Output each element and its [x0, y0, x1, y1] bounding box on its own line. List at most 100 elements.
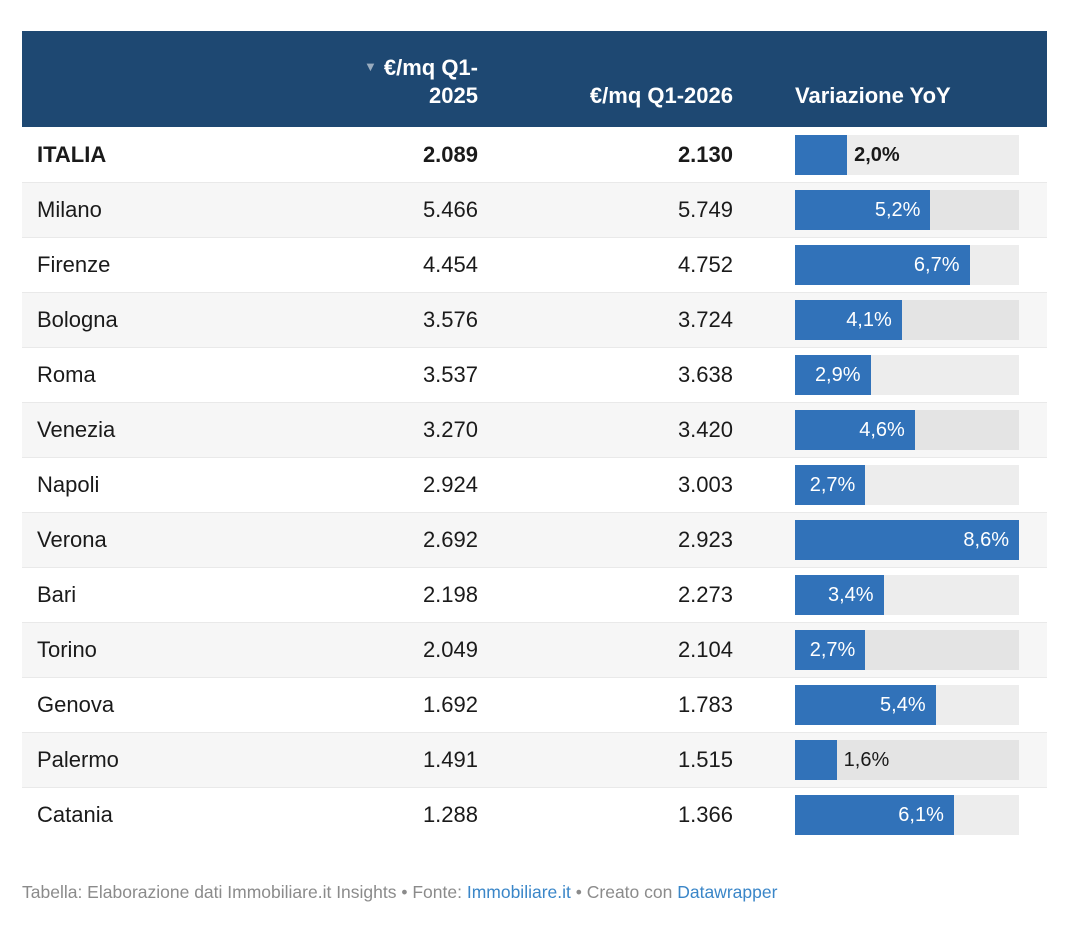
price-q1-2025: 2.198: [422, 582, 478, 607]
yoy-bar-track: 2,7%: [795, 465, 1019, 505]
yoy-bar-cell: 2,9%: [733, 355, 1047, 395]
sort-desc-icon: ▼: [363, 59, 377, 74]
yoy-bar-label: 2,9%: [814, 364, 861, 386]
yoy-bar-cell: 4,6%: [733, 410, 1047, 450]
price-q1-2026: 3.420: [677, 417, 733, 442]
price-q1-2026: 3.724: [677, 307, 733, 332]
price-q1-2025: 2.692: [422, 527, 478, 552]
yoy-bar-fill: 5,4%: [795, 685, 936, 725]
yoy-bar-track: 2,9%: [795, 355, 1019, 395]
yoy-bar-track: 2,7%: [795, 630, 1019, 670]
table-row: Roma 3.537 3.638 2,9%: [22, 347, 1047, 402]
header-q1-2026-column[interactable]: €/mq Q1-2026: [478, 31, 733, 127]
yoy-bar-cell: 8,6%: [733, 520, 1047, 560]
price-q1-2025: 4.454: [422, 252, 478, 277]
yoy-bar-label: 5,4%: [880, 694, 926, 716]
yoy-bar-fill: 2,7%: [795, 630, 866, 670]
header-q1-2025-column[interactable]: ▼ €/mq Q1- 2025: [252, 31, 478, 127]
yoy-bar-cell: 2,7%: [733, 465, 1047, 505]
yoy-bar-track: 5,4%: [795, 685, 1019, 725]
city-name: Palermo: [37, 747, 119, 772]
yoy-bar-fill: 6,1%: [795, 795, 954, 835]
price-q1-2025: 1.692: [422, 692, 478, 717]
yoy-bar-track: 5,2%: [795, 190, 1019, 230]
city-name: Napoli: [37, 472, 100, 497]
header-city-column: [22, 31, 252, 127]
table-row: Catania 1.288 1.366 6,1%: [22, 787, 1047, 842]
header-variazione-yoy-label: Variazione YoY: [795, 82, 951, 108]
yoy-bar-cell: 6,7%: [733, 245, 1047, 285]
yoy-bar-track: 6,7%: [795, 245, 1019, 285]
table-row: Venezia 3.270 3.420 4,6%: [22, 402, 1047, 457]
price-table: ▼ €/mq Q1- 2025 €/mq Q1-2026 Variazione Y…: [22, 31, 1047, 842]
yoy-bar-cell: 2,0%: [733, 134, 1047, 175]
yoy-bar-track: 8,6%: [795, 520, 1019, 560]
table-body: ITALIA 2.089 2.130 2,0% Milano 5.466 5.749 5,2%…: [22, 127, 1047, 842]
yoy-bar-label: 2,7%: [809, 639, 856, 661]
yoy-bar-label: 8,6%: [963, 529, 1009, 551]
header-variazione-yoy-column[interactable]: Variazione YoY: [733, 31, 1047, 127]
city-name: Bologna: [37, 307, 118, 332]
table-row: ITALIA 2.089 2.130 2,0%: [22, 127, 1047, 182]
price-q1-2026: 5.749: [677, 197, 733, 222]
table-row: Firenze 4.454 4.752 6,7%: [22, 237, 1047, 292]
yoy-bar-fill: 4,1%: [795, 300, 902, 340]
yoy-bar-fill: 4,6%: [795, 410, 915, 450]
table-row: Genova 1.692 1.783 5,4%: [22, 677, 1047, 732]
yoy-bar-cell: 5,4%: [733, 685, 1047, 725]
header-q1-2025-label-line1: €/mq Q1-: [383, 55, 478, 80]
price-q1-2025: 3.576: [422, 307, 478, 332]
price-q1-2025: 2.049: [422, 637, 478, 662]
yoy-bar-label: 1,6%: [843, 749, 890, 771]
price-q1-2026: 3.003: [677, 472, 733, 497]
price-q1-2026: 1.515: [677, 747, 733, 772]
price-q1-2025: 3.270: [422, 417, 478, 442]
city-name: ITALIA: [37, 141, 107, 167]
yoy-bar-cell: 2,7%: [733, 630, 1047, 670]
city-name: Venezia: [37, 417, 116, 442]
yoy-bar-fill: 2,7%: [795, 465, 866, 505]
city-name: Verona: [37, 527, 107, 552]
price-q1-2026: 2.273: [677, 582, 733, 607]
price-q1-2026: 3.638: [677, 362, 733, 387]
yoy-bar-cell: 6,1%: [733, 795, 1047, 835]
price-q1-2026: 1.366: [677, 802, 733, 827]
price-q1-2025: 1.288: [422, 802, 478, 827]
table-row: Napoli 2.924 3.003 2,7%: [22, 457, 1047, 512]
datawrapper-credit-link[interactable]: Datawrapper: [677, 882, 778, 902]
yoy-bar-fill: 6,7%: [795, 245, 970, 285]
table-header-row: ▼ €/mq Q1- 2025 €/mq Q1-2026 Variazione Y…: [22, 31, 1047, 127]
yoy-bar-track: 2,0%: [795, 134, 1019, 175]
city-name: Catania: [37, 802, 113, 827]
table-row: Torino 2.049 2.104 2,7%: [22, 622, 1047, 677]
yoy-bar-cell: 1,6%: [733, 740, 1047, 780]
city-name: Genova: [37, 692, 115, 717]
yoy-bar-label: 6,7%: [913, 254, 960, 276]
yoy-bar-label: 5,2%: [874, 199, 921, 221]
fonte-immobiliare-link[interactable]: Immobiliare.it: [466, 882, 571, 902]
price-q1-2026: 2.923: [677, 527, 733, 552]
yoy-bar-fill: [795, 134, 848, 175]
footer-text-prefix: Tabella: Elaborazione dati Immobiliare.i…: [22, 882, 467, 902]
yoy-bar-label: 3,4%: [827, 584, 874, 606]
yoy-bar-label: 4,1%: [846, 309, 892, 331]
yoy-bar-fill: 3,4%: [795, 575, 884, 615]
city-name: Roma: [37, 362, 96, 387]
header-q1-2026-label: €/mq Q1-2026: [589, 82, 733, 108]
city-name: Firenze: [37, 252, 111, 277]
price-q1-2026: 4.752: [677, 252, 733, 277]
price-q1-2025: 5.466: [422, 197, 478, 222]
price-q1-2025: 2.924: [422, 472, 478, 497]
yoy-bar-cell: 5,2%: [733, 190, 1047, 230]
yoy-bar-label: 4,6%: [859, 419, 905, 441]
price-q1-2025: 1.491: [422, 747, 478, 772]
yoy-bar-label: 2,7%: [809, 474, 856, 496]
city-name: Torino: [37, 637, 97, 662]
table-row: Palermo 1.491 1.515 1,6%: [22, 732, 1047, 787]
yoy-bar-cell: 3,4%: [733, 575, 1047, 615]
table-row: Bari 2.198 2.273 3,4%: [22, 567, 1047, 622]
yoy-bar-fill: 2,9%: [795, 355, 871, 395]
yoy-bar-fill: 5,2%: [795, 190, 931, 230]
table-row: Bologna 3.576 3.724 4,1%: [22, 292, 1047, 347]
